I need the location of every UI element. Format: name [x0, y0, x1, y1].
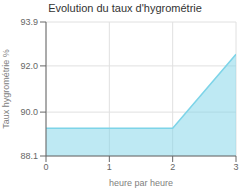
svg-text:2: 2 [170, 162, 175, 172]
svg-text:88.1: 88.1 [20, 151, 38, 161]
html-text:Evolution du taux d'hygrométri: Evolution du taux d'hygrométrie [48, 2, 202, 14]
svg-text:Taux hygrométrie %: Taux hygrométrie % [8, 49, 11, 129]
svg-text:90.0: 90.0 [20, 107, 38, 117]
svg-text:92.0: 92.0 [20, 61, 38, 71]
svg-text:heure par heure: heure par heure [109, 178, 173, 188]
svg-text:0: 0 [43, 162, 48, 172]
svg-text:1: 1 [107, 162, 112, 172]
svg-text:3: 3 [233, 162, 238, 172]
svg-text:93.9: 93.9 [20, 17, 38, 27]
